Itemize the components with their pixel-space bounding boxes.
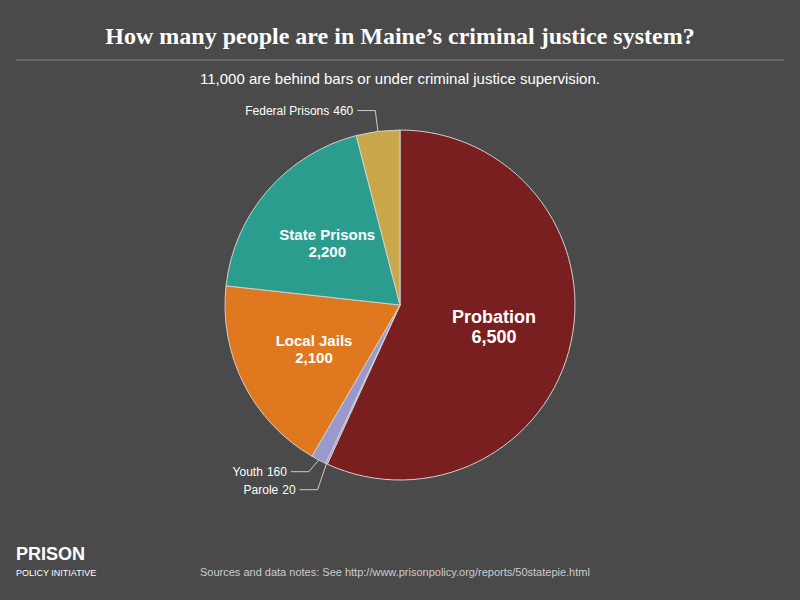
leader-line [291, 460, 319, 472]
slice-label: Probation6,500 [452, 307, 536, 348]
chart: How many people are in Maine’s criminal … [0, 0, 800, 600]
slice-name: Probation [452, 307, 536, 327]
slice-value: 460 [333, 104, 353, 118]
title: How many people are in Maine’s criminal … [105, 23, 694, 49]
slice-label: Youth 160 [233, 465, 288, 479]
pie-slice [225, 286, 400, 456]
slice-value: 2,100 [295, 349, 333, 366]
slice-value: 6,500 [472, 327, 517, 347]
slice-label: State Prisons2,200 [279, 226, 375, 260]
logo: POLICY INITIATIVE [16, 568, 96, 578]
slice-name: Local Jails [276, 332, 353, 349]
slice-value: 160 [267, 465, 287, 479]
labels: Probation6,500 Local Jails2,100 State Pris… [233, 104, 536, 497]
slice-label: Local Jails2,100 [276, 332, 353, 366]
leader-line [357, 111, 378, 132]
source-note: Sources and data notes: See http://www.p… [200, 566, 590, 578]
slice-name: Federal Prisons [245, 104, 329, 118]
subtitle: 11,000 are behind bars or under criminal… [200, 70, 600, 87]
slice-value: 20 [282, 483, 296, 497]
logo: PRISON [16, 544, 85, 564]
slice-label: Parole20 [244, 483, 296, 497]
background [0, 0, 800, 600]
slice-label: Federal Prisons 460 [245, 104, 353, 118]
title-rule [16, 60, 784, 61]
pie [225, 130, 575, 480]
pie-slice [356, 130, 400, 305]
slice-value: 2,200 [308, 243, 346, 260]
slice-name: Parole [244, 483, 279, 497]
leader-line [300, 464, 327, 490]
slice-name: State Prisons [279, 226, 375, 243]
slice-name: Youth [233, 465, 263, 479]
chart-container: How many people are in Maine’s criminal … [0, 0, 800, 600]
